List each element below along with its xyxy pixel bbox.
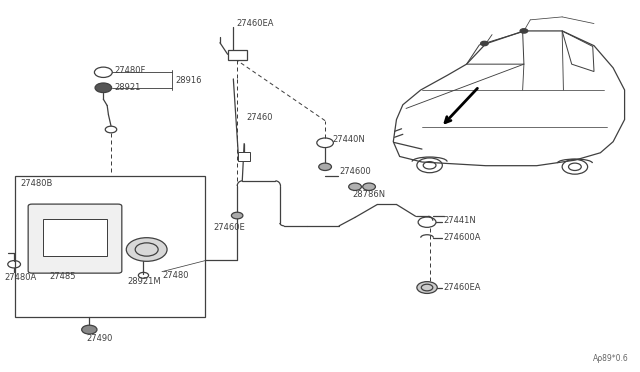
Text: 27485: 27485 xyxy=(50,272,76,280)
Circle shape xyxy=(481,41,488,46)
Circle shape xyxy=(417,282,437,294)
Text: 28921M: 28921M xyxy=(127,278,161,286)
Circle shape xyxy=(349,183,362,190)
Text: 27480B: 27480B xyxy=(20,179,53,188)
FancyBboxPatch shape xyxy=(28,204,122,273)
Circle shape xyxy=(363,183,376,190)
Text: 27480A: 27480A xyxy=(4,273,36,282)
Text: 27490: 27490 xyxy=(86,334,113,343)
Text: Aρ89*0.6: Aρ89*0.6 xyxy=(593,354,629,363)
Text: 27440N: 27440N xyxy=(333,135,365,144)
Bar xyxy=(44,219,107,256)
Text: 274600A: 274600A xyxy=(444,233,481,242)
Text: 27480F: 27480F xyxy=(115,66,146,75)
Circle shape xyxy=(82,325,97,334)
Text: 28916: 28916 xyxy=(175,76,202,84)
Circle shape xyxy=(232,212,243,219)
Text: 28786N: 28786N xyxy=(353,190,386,199)
Text: 274600: 274600 xyxy=(339,167,371,176)
Circle shape xyxy=(126,238,167,261)
Text: 27460EA: 27460EA xyxy=(444,283,481,292)
Text: 28921: 28921 xyxy=(115,83,141,92)
Text: 27460: 27460 xyxy=(246,113,273,122)
Text: 27480: 27480 xyxy=(162,271,188,280)
Circle shape xyxy=(319,163,332,170)
Text: 27441N: 27441N xyxy=(444,216,476,225)
Bar xyxy=(228,50,246,61)
Text: 27460EA: 27460EA xyxy=(237,19,274,28)
Bar xyxy=(239,152,250,161)
Text: 27460E: 27460E xyxy=(213,223,244,232)
Circle shape xyxy=(95,83,111,93)
Bar xyxy=(15,176,205,317)
Circle shape xyxy=(520,29,528,33)
